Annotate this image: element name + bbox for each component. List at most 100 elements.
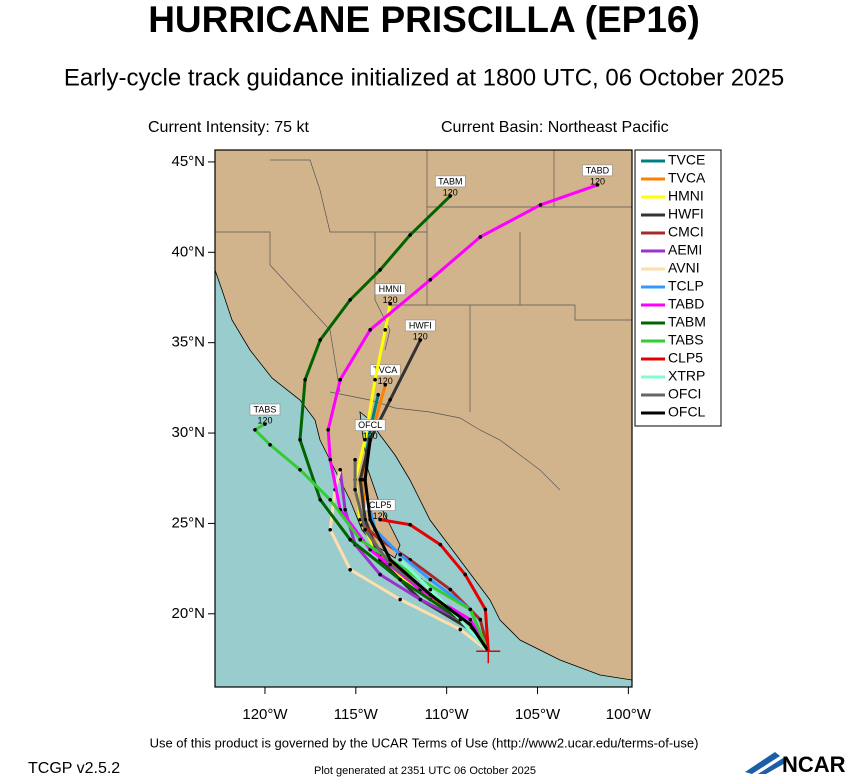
track-point: [358, 477, 362, 482]
title: HURRICANE PRISCILLA (EP16): [148, 0, 700, 40]
tag-box: [354, 419, 386, 432]
track-point: [328, 497, 332, 502]
track-point: [353, 457, 357, 462]
track-point: [388, 302, 392, 306]
y-tick-label: 45°N: [171, 153, 205, 170]
track-point: [353, 487, 357, 492]
tag-hour: 120: [373, 511, 388, 521]
y-tick-label: 20°N: [171, 605, 205, 622]
generated: Plot generated at 2351 UTC 06 October 20…: [314, 765, 536, 777]
track-point: [363, 527, 367, 532]
tag-hour: 120: [590, 176, 605, 186]
legend-label: HWFI: [668, 206, 704, 222]
track-point: [328, 457, 332, 462]
legend-label: TCLP: [668, 278, 704, 294]
legend-label: TVCE: [668, 152, 705, 168]
map: TVCA120HMNI120HWFI120TABD120TABM120TABS1…: [215, 150, 632, 687]
track-point: [478, 617, 483, 622]
tag-name: TABD: [586, 165, 610, 175]
x-tick-label: 105°W: [515, 706, 561, 723]
tag-name: TVCA: [373, 365, 397, 375]
y-tick-label: 25°N: [171, 514, 205, 531]
tag-hour: 120: [383, 295, 398, 305]
track-point: [398, 597, 402, 602]
tag-box: [405, 319, 436, 332]
track-point: [468, 607, 473, 612]
intensity: Current Intensity: 75 kt: [148, 119, 310, 136]
logo: NCAR: [745, 752, 846, 777]
track-point: [358, 537, 362, 542]
track-point: [388, 562, 392, 567]
track-point: [363, 477, 367, 482]
frame: [214, 149, 633, 688]
border: [329, 391, 561, 491]
x-tick-label: 120°W: [242, 706, 288, 723]
track-point: [318, 338, 323, 342]
track-point: [538, 203, 543, 207]
track-point: [418, 338, 423, 342]
subtitle: Early-cycle track guidance initialized a…: [64, 64, 784, 91]
track-point: [348, 298, 352, 302]
x-tick-label: 110°W: [425, 706, 470, 723]
track-point: [595, 183, 600, 187]
border: [519, 150, 555, 305]
track-point: [388, 557, 392, 562]
track-point: [388, 397, 392, 402]
track-point: [303, 377, 307, 382]
legend-label: TVCA: [668, 170, 706, 186]
track-point: [378, 268, 382, 272]
track: [379, 518, 490, 652]
track-point: [408, 522, 412, 527]
legend-label: TABD: [668, 296, 704, 312]
tag-hour: 120: [257, 415, 272, 425]
track-point: [398, 552, 402, 557]
track-point: [348, 537, 352, 542]
legend-label: AVNI: [668, 260, 700, 276]
track-point: [373, 377, 377, 382]
track-point: [428, 277, 433, 282]
track-point: [363, 437, 367, 442]
track-point: [458, 627, 463, 632]
track-point: [428, 577, 433, 582]
legend-label: XTRP: [668, 368, 705, 384]
track-point: [483, 607, 488, 612]
track-point: [338, 377, 342, 382]
terms: Use of this product is governed by the U…: [150, 735, 699, 750]
border: [215, 231, 341, 393]
legend-label: OFCI: [668, 386, 701, 402]
track-point: [268, 442, 272, 447]
logo-mark: [745, 752, 787, 774]
track-point: [376, 392, 380, 397]
current-position: [476, 639, 501, 664]
track-point: [408, 233, 412, 237]
track-point: [343, 507, 347, 512]
track-point: [368, 437, 372, 442]
version: TCGP v2.5.2: [28, 760, 120, 777]
axes: 120°W 115°W 110°W 105°W 100°W 20°N 25°N 30°N 35°…: [171, 153, 651, 723]
track-point: [298, 437, 302, 442]
track-point: [298, 467, 302, 472]
tag-box: [369, 364, 401, 377]
legend-label: CLP5: [668, 350, 703, 366]
track-point: [448, 587, 453, 592]
logo-text: NCAR: [782, 752, 846, 777]
legend-label: HMNI: [668, 188, 704, 204]
y-tick-label: 35°N: [171, 334, 205, 351]
track-point: [378, 572, 382, 577]
border: [427, 304, 632, 412]
track-point: [463, 572, 468, 577]
track-point: [428, 587, 433, 592]
track-point: [338, 467, 342, 472]
track: [298, 194, 490, 653]
tag-hour: 120: [363, 431, 378, 441]
track-point: [398, 577, 402, 582]
track-point: [468, 617, 473, 622]
tag-box: [582, 164, 613, 177]
track-point: [468, 622, 473, 627]
track-point: [448, 194, 453, 198]
track-point: [428, 592, 433, 597]
track-point: [418, 597, 423, 602]
tag-box: [435, 175, 466, 188]
track-point: [478, 235, 483, 239]
